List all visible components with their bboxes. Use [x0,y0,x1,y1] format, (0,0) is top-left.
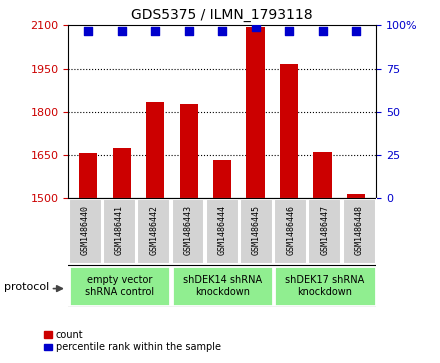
Text: GSM1486441: GSM1486441 [115,205,124,254]
Bar [103,199,136,264]
Bar [246,27,265,198]
Point [152,28,159,33]
Point [118,28,125,33]
Bar [69,199,102,264]
Bar [137,199,170,264]
Text: protocol: protocol [4,282,50,292]
Bar [146,102,165,198]
Bar [113,147,131,198]
Text: GSM1486440: GSM1486440 [81,205,90,254]
Bar [172,266,273,306]
Text: shDEK17 shRNA
knockdown: shDEK17 shRNA knockdown [285,275,364,297]
Text: GSM1486446: GSM1486446 [286,205,295,254]
Text: GSM1486444: GSM1486444 [218,205,227,254]
Bar [240,199,273,264]
Text: shDEK14 shRNA
knockdown: shDEK14 shRNA knockdown [183,275,262,297]
Bar [172,199,205,264]
Point [219,28,226,33]
Bar [343,199,375,264]
Bar [180,105,198,198]
Bar [79,153,98,198]
Legend: count, percentile rank within the sample: count, percentile rank within the sample [40,326,224,356]
Point [252,24,259,30]
Text: empty vector
shRNA control: empty vector shRNA control [85,275,154,297]
Point [85,28,92,33]
Bar [206,199,238,264]
Text: GSM1486445: GSM1486445 [252,205,261,254]
Bar [347,193,365,198]
Bar [213,160,231,198]
Bar [274,199,307,264]
Text: GSM1486447: GSM1486447 [320,205,330,254]
Point [319,28,326,33]
Bar [308,199,341,264]
Point [185,28,192,33]
Bar [274,266,375,306]
Text: GSM1486442: GSM1486442 [149,205,158,254]
Text: GSM1486448: GSM1486448 [355,205,363,254]
Bar [69,266,170,306]
Point [352,28,359,33]
Title: GDS5375 / ILMN_1793118: GDS5375 / ILMN_1793118 [132,8,313,22]
Bar [313,152,332,198]
Bar [280,64,298,198]
Text: GSM1486443: GSM1486443 [183,205,192,254]
Point [286,28,293,33]
